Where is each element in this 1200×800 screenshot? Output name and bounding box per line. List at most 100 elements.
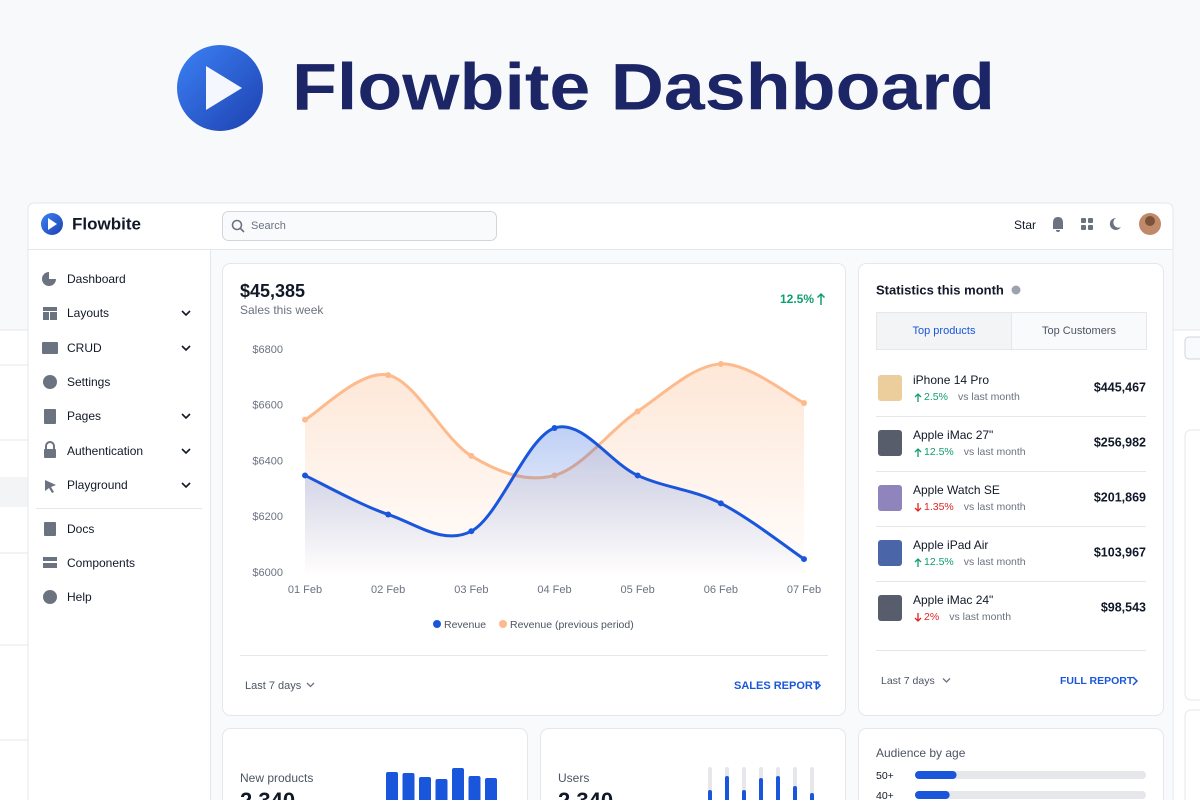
bar	[402, 773, 415, 800]
banner-title: Flowbite Dashboard	[292, 49, 995, 123]
chevron	[181, 310, 191, 317]
sidebar-item[interactable]: Settings	[67, 375, 110, 389]
new-products-card	[222, 728, 528, 800]
icon	[50, 312, 57, 320]
icon	[45, 480, 56, 493]
sidebar-item[interactable]: Playground	[67, 478, 128, 492]
bar	[810, 793, 814, 800]
tab[interactable]: Top products	[913, 325, 976, 337]
sidebar-item[interactable]: Layouts	[67, 306, 109, 320]
audience-bars: 50+ 40+	[876, 770, 1146, 800]
tab[interactable]: Top Customers	[1042, 325, 1116, 337]
period-select[interactable]: Last 7 days	[245, 680, 302, 692]
bar	[759, 778, 763, 800]
bar-track	[915, 791, 1146, 799]
chevron	[181, 413, 191, 420]
y-tick-label: $6200	[252, 511, 283, 523]
x-tick-label: 05 Feb	[621, 584, 655, 596]
sidebar-item[interactable]: Authentication	[67, 444, 143, 458]
point	[634, 408, 641, 415]
product-image	[878, 375, 902, 401]
tab-active	[877, 313, 1011, 349]
sidebar-item[interactable]: Help	[67, 590, 92, 604]
product-name: Apple Watch SE	[913, 483, 1000, 497]
bg-search	[1184, 336, 1200, 360]
icon	[43, 590, 57, 604]
icon	[43, 557, 57, 561]
chevron	[181, 482, 191, 489]
card-value: 2,340	[558, 788, 613, 800]
product-image	[878, 595, 902, 621]
bar	[915, 791, 950, 799]
chevron	[181, 448, 191, 455]
sales-report-link[interactable]: SALES REPORT	[734, 680, 820, 692]
product-image	[878, 540, 902, 566]
product-value: $103,967	[1094, 545, 1146, 559]
point	[385, 372, 392, 379]
y-tick-label: $6400	[252, 455, 283, 467]
age-label: 40+	[876, 790, 894, 800]
bar	[419, 777, 431, 800]
product-change: 2%	[924, 611, 939, 623]
product-note: vs last month	[958, 391, 1020, 403]
sidebar-item[interactable]: Components	[67, 556, 135, 570]
product-name: Apple iPad Air	[913, 538, 988, 552]
product-list: iPhone 14 Pro 2.5% vs last month $445,467 Ap…	[876, 373, 1146, 623]
product-note: vs last month	[964, 501, 1026, 513]
x-tick-label: 01 Feb	[288, 584, 322, 596]
sidebar-item[interactable]: Pages	[67, 409, 101, 423]
up-arrow	[914, 558, 922, 567]
mini-bar-chart	[386, 768, 497, 800]
period-select[interactable]: Last 7 days	[881, 675, 935, 687]
icon	[45, 441, 55, 449]
chevron	[181, 345, 191, 352]
banner: Flowbite Dashboard	[177, 45, 995, 131]
star-button[interactable]: Star	[1014, 218, 1036, 232]
bar	[793, 786, 797, 800]
point	[717, 360, 724, 367]
notifications-icon[interactable]	[1053, 217, 1063, 232]
line-chart: $6000 $6200 $6400 $6600 $6800 01 Feb 02 Feb 03 …	[252, 344, 821, 631]
brand-name[interactable]: Flowbite	[72, 214, 141, 233]
sales-amount: $45,385	[240, 281, 305, 301]
point	[302, 472, 308, 479]
point	[717, 500, 724, 507]
info-icon[interactable]	[1011, 285, 1021, 295]
legend-marker[interactable]	[499, 620, 507, 628]
avatar-face	[1145, 216, 1155, 226]
apps-icon[interactable]	[1081, 218, 1093, 230]
bar	[708, 790, 712, 800]
product-change: 12.5%	[924, 446, 954, 458]
point	[801, 399, 807, 406]
audience-card	[858, 728, 1164, 800]
sidebar-item[interactable]: CRUD	[67, 341, 102, 355]
x-tick-label: 07 Feb	[787, 584, 821, 596]
legend-label[interactable]: Revenue	[444, 619, 486, 631]
legend-label[interactable]: Revenue (previous period)	[510, 619, 634, 631]
chevron	[942, 678, 951, 683]
bar-track	[915, 771, 1146, 779]
up-arrow	[816, 292, 826, 305]
legend-marker[interactable]	[433, 620, 441, 628]
dark-mode-icon[interactable]	[1109, 217, 1121, 230]
sidebar-item[interactable]: Docs	[67, 522, 94, 536]
search-icon	[239, 227, 245, 233]
up-arrow	[914, 393, 922, 402]
point	[551, 425, 558, 432]
product-note: vs last month	[949, 611, 1011, 623]
sidebar-item[interactable]: Dashboard	[67, 272, 126, 286]
x-tick-label: 03 Feb	[454, 584, 488, 596]
bar	[468, 776, 481, 800]
icon	[43, 563, 57, 568]
card-title: Users	[558, 771, 589, 785]
down-arrow	[914, 503, 922, 512]
search-box[interactable]	[222, 211, 497, 241]
bar	[725, 776, 729, 800]
bg-card	[1184, 709, 1200, 800]
x-tick-label: 02 Feb	[371, 584, 405, 596]
point	[468, 528, 475, 535]
x-tick-label: 06 Feb	[704, 584, 738, 596]
full-report-link[interactable]: FULL REPORT	[1060, 675, 1134, 687]
search-placeholder[interactable]: Search	[251, 220, 286, 232]
bar	[776, 776, 780, 800]
